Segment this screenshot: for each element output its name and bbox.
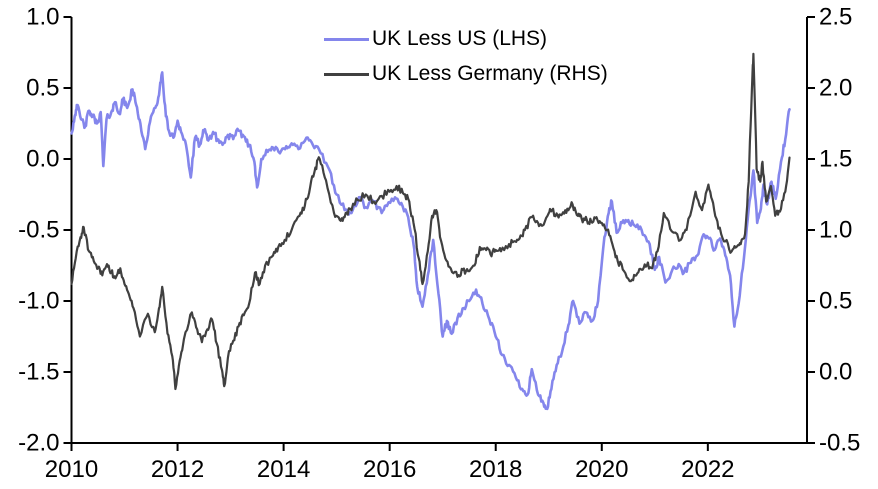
axis-tick-label: -1.0 bbox=[18, 288, 59, 315]
axis-tick-label: 0.5 bbox=[26, 75, 59, 102]
axis-tick-label: -0.5 bbox=[819, 430, 860, 457]
axis-tick-label: 1.0 bbox=[26, 4, 59, 31]
legend-label-uk-less-us: UK Less US (LHS) bbox=[372, 27, 548, 50]
axis-tick-label: 2016 bbox=[363, 456, 416, 483]
axis-tick-label: 2022 bbox=[681, 456, 734, 483]
axis-tick-label: 1.0 bbox=[819, 217, 852, 244]
legend-label-uk-less-germany: UK Less Germany (RHS) bbox=[372, 62, 608, 85]
series-line-uk-less-us bbox=[70, 71, 791, 411]
axis-tick-label: -1.5 bbox=[18, 359, 59, 386]
legend-item-uk-less-us: UK Less US (LHS) bbox=[324, 26, 608, 52]
axis-tick-label: 2014 bbox=[257, 456, 310, 483]
legend: UK Less US (LHS) UK Less Germany (RHS) bbox=[324, 26, 608, 87]
axis-tick-label: 1.5 bbox=[819, 146, 852, 173]
axis-tick-label: 2010 bbox=[45, 456, 98, 483]
legend-item-uk-less-germany: UK Less Germany (RHS) bbox=[324, 61, 608, 87]
axis-tick-label: -2.0 bbox=[18, 430, 59, 457]
axis-tick-label: 0.0 bbox=[819, 359, 852, 386]
axis-tick-label: 0.5 bbox=[819, 288, 852, 315]
axis-tick-label: 2020 bbox=[575, 456, 628, 483]
axis-tick-label: 2012 bbox=[151, 456, 204, 483]
axis-tick-label: -0.5 bbox=[18, 217, 59, 244]
uk-less-us-line-swatch bbox=[324, 37, 369, 41]
uk-less-germany-line-swatch bbox=[324, 72, 369, 76]
axis-tick-label: 2.0 bbox=[819, 75, 852, 102]
axis-tick-label: 2.5 bbox=[819, 4, 852, 31]
axis-tick-label: 0.0 bbox=[26, 146, 59, 173]
series-line-uk-less-germany bbox=[70, 52, 791, 391]
axis-tick-label: 2018 bbox=[469, 456, 522, 483]
